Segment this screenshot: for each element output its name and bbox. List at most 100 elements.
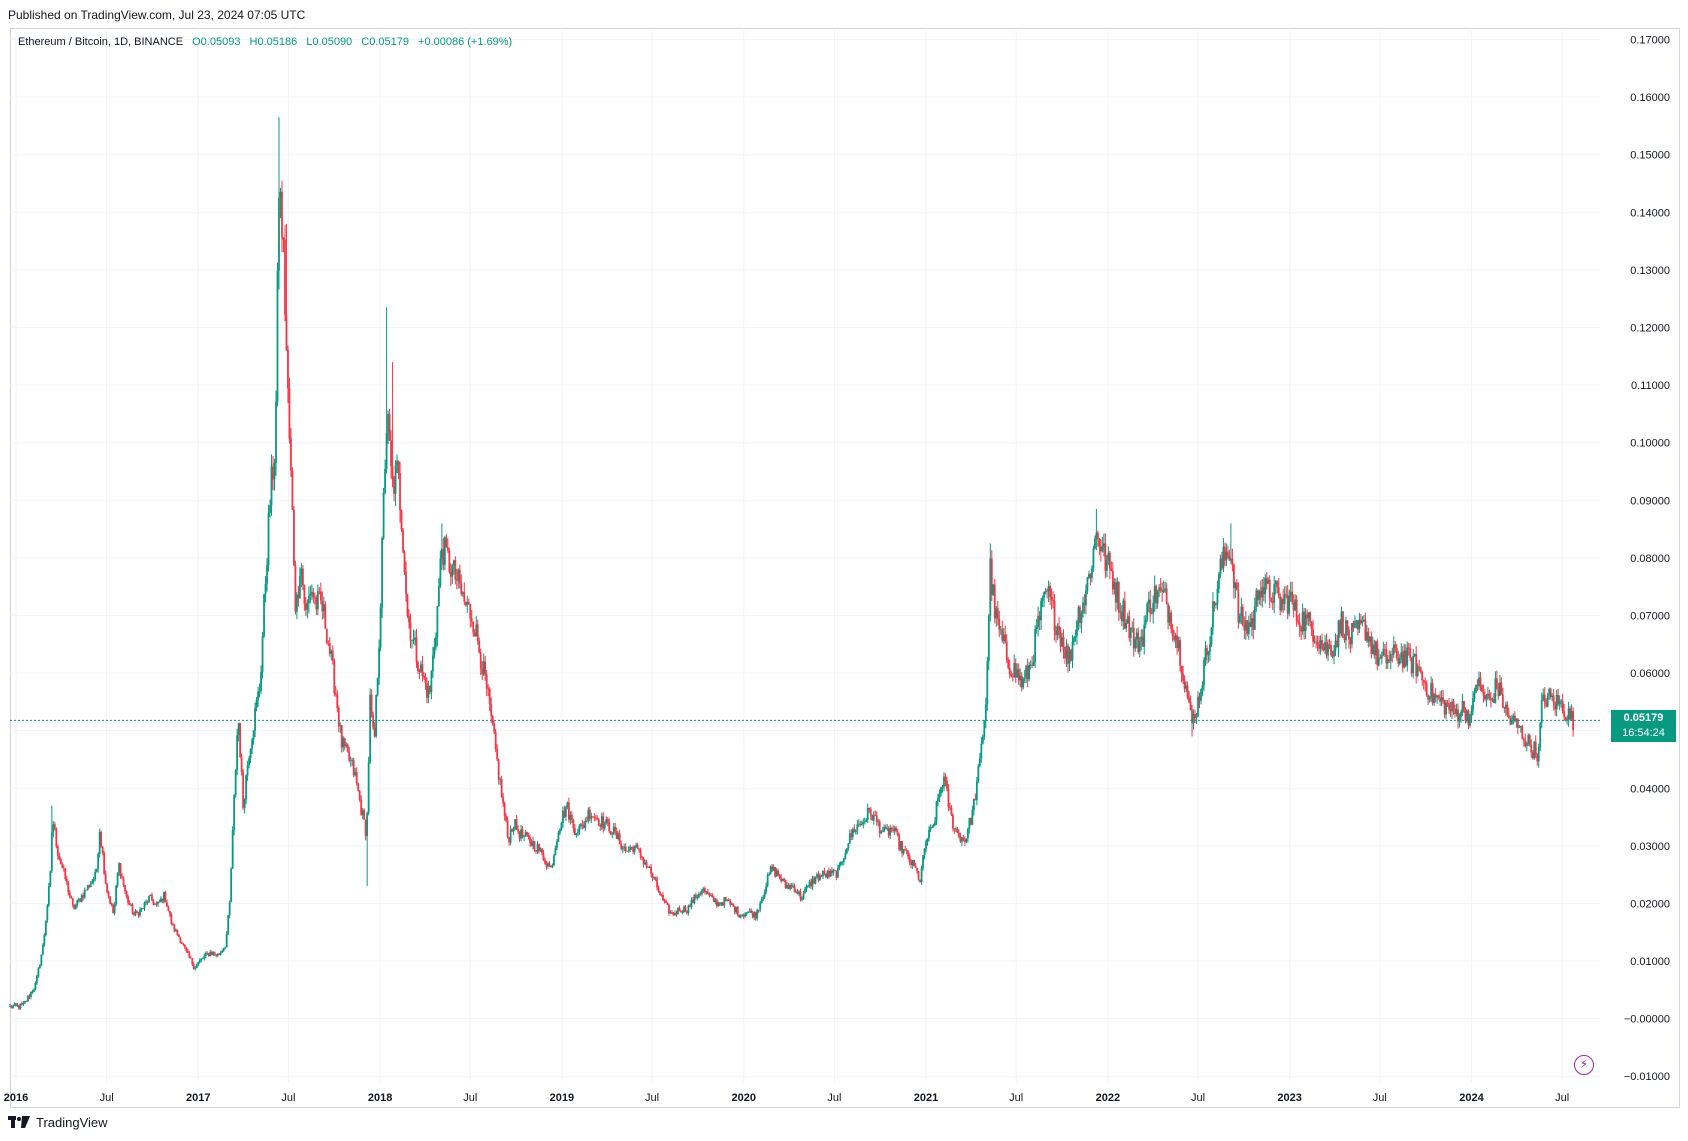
candle-body — [904, 849, 907, 851]
candle-body — [1082, 602, 1084, 614]
candle-body — [266, 565, 268, 584]
candle-body — [895, 827, 898, 832]
candle-body — [297, 594, 300, 598]
candle-body — [1404, 650, 1407, 666]
candle-body — [1521, 725, 1524, 739]
candle-body — [155, 903, 158, 905]
candle-body — [792, 885, 794, 887]
candle-body — [1472, 698, 1474, 711]
candle-body — [1455, 709, 1458, 715]
candle-body — [1409, 648, 1412, 659]
tradingview-footer[interactable]: TradingView — [8, 1115, 108, 1130]
candle-body — [1076, 621, 1078, 636]
candle-body — [992, 584, 995, 595]
candle-body — [469, 603, 472, 619]
candle-body — [97, 854, 100, 869]
lightning-icon[interactable]: ⚡ — [1574, 1055, 1594, 1075]
candle-body — [300, 568, 303, 577]
candle-body — [1494, 678, 1497, 703]
candle-body — [1497, 689, 1500, 696]
candle-body — [844, 853, 847, 859]
candle-body — [588, 809, 591, 819]
candle-body — [856, 824, 859, 831]
candle-body — [1267, 579, 1270, 584]
candle-body — [487, 688, 490, 690]
candle-body — [1241, 606, 1244, 626]
candle-body — [1222, 546, 1225, 569]
candle-body — [1153, 585, 1156, 603]
candle-body — [1224, 546, 1226, 561]
candle-body — [24, 1000, 26, 1003]
candle-body — [412, 638, 415, 641]
candle-body — [491, 715, 494, 724]
candle-body — [1146, 603, 1149, 620]
last-price-value: 0.05179 — [1623, 712, 1664, 725]
candle-body — [1466, 710, 1468, 722]
candle-body — [1493, 699, 1495, 703]
candle-body — [618, 833, 621, 845]
candle-body — [630, 846, 633, 848]
candle-body — [795, 891, 797, 893]
candle-body — [689, 905, 691, 907]
candle-body — [455, 579, 458, 581]
candle-body — [971, 810, 974, 825]
candle-body — [414, 637, 416, 639]
candle-body — [1138, 641, 1141, 652]
candle-body — [754, 911, 757, 919]
candle-body — [696, 897, 699, 899]
candle-body — [674, 912, 676, 916]
candle-body — [983, 720, 986, 737]
candle-body — [168, 911, 171, 915]
candle-body — [929, 827, 932, 831]
candle-body — [1020, 675, 1023, 688]
candle-body — [373, 727, 376, 737]
candle-body — [115, 885, 117, 905]
candle-body — [104, 873, 107, 884]
candle-body — [934, 821, 936, 826]
candle-body — [198, 960, 201, 963]
candle-body — [86, 885, 89, 891]
candle-body — [372, 714, 375, 728]
candle-body — [445, 537, 448, 548]
candle-body — [533, 840, 536, 851]
candle-body — [980, 743, 983, 759]
candle-body — [451, 565, 454, 577]
candle-body — [1394, 644, 1397, 649]
candle-body — [793, 885, 796, 893]
candle-body — [699, 893, 702, 895]
candle-body — [772, 867, 775, 871]
candle-body — [594, 817, 597, 819]
candle-body — [871, 815, 874, 821]
candle-body — [396, 460, 398, 466]
time-tick-label: 2024 — [1459, 1092, 1484, 1104]
candle-body — [884, 827, 887, 829]
candle-body — [805, 886, 808, 889]
candle-body — [19, 1003, 22, 1009]
candle-body — [941, 786, 944, 788]
candle-body — [1164, 588, 1167, 591]
candle-body — [176, 929, 179, 935]
candle-body — [530, 843, 533, 847]
candle-body — [349, 760, 352, 761]
candle-body — [632, 846, 635, 852]
candle-body — [695, 894, 697, 898]
candle-body — [1204, 648, 1207, 660]
symbol-legend: Ethereum / Bitcoin, 1D, BINANCE O0.05093… — [18, 36, 518, 48]
candle-body — [751, 912, 754, 918]
candle-body — [798, 891, 800, 894]
candle-body — [73, 904, 76, 910]
candle-body — [195, 964, 198, 968]
candle-body — [910, 862, 912, 866]
candle-body — [1491, 699, 1494, 701]
candle-body — [872, 814, 875, 821]
candle-body — [322, 604, 325, 612]
candle-body — [301, 568, 304, 586]
candle-body — [678, 907, 681, 911]
candle-body — [928, 830, 930, 839]
candle-body — [620, 844, 623, 849]
candle-body — [113, 904, 116, 914]
candle-body — [926, 838, 929, 842]
candle-body — [774, 867, 777, 877]
candle-body — [505, 815, 508, 821]
